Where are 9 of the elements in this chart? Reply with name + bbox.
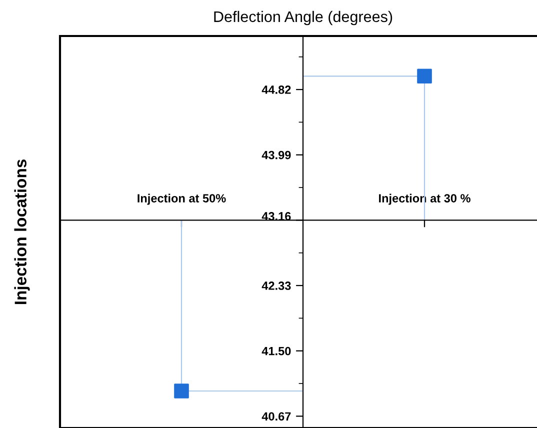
x-tick-label: Injection at 50% — [138, 194, 226, 205]
y-tick-label: 44.82 — [262, 86, 291, 94]
x-tick-label: Injection at 30 % — [379, 194, 470, 205]
y-tick-label: 40.67 — [262, 412, 291, 421]
y-tick-label: 41.50 — [262, 346, 291, 356]
y-axis-title: Injection locations — [14, 160, 30, 304]
y-tick-label: 43.99 — [262, 150, 291, 160]
chart-title: Deflection Angle (degrees) — [214, 10, 392, 26]
y-tick-label: 42.33 — [262, 282, 291, 290]
